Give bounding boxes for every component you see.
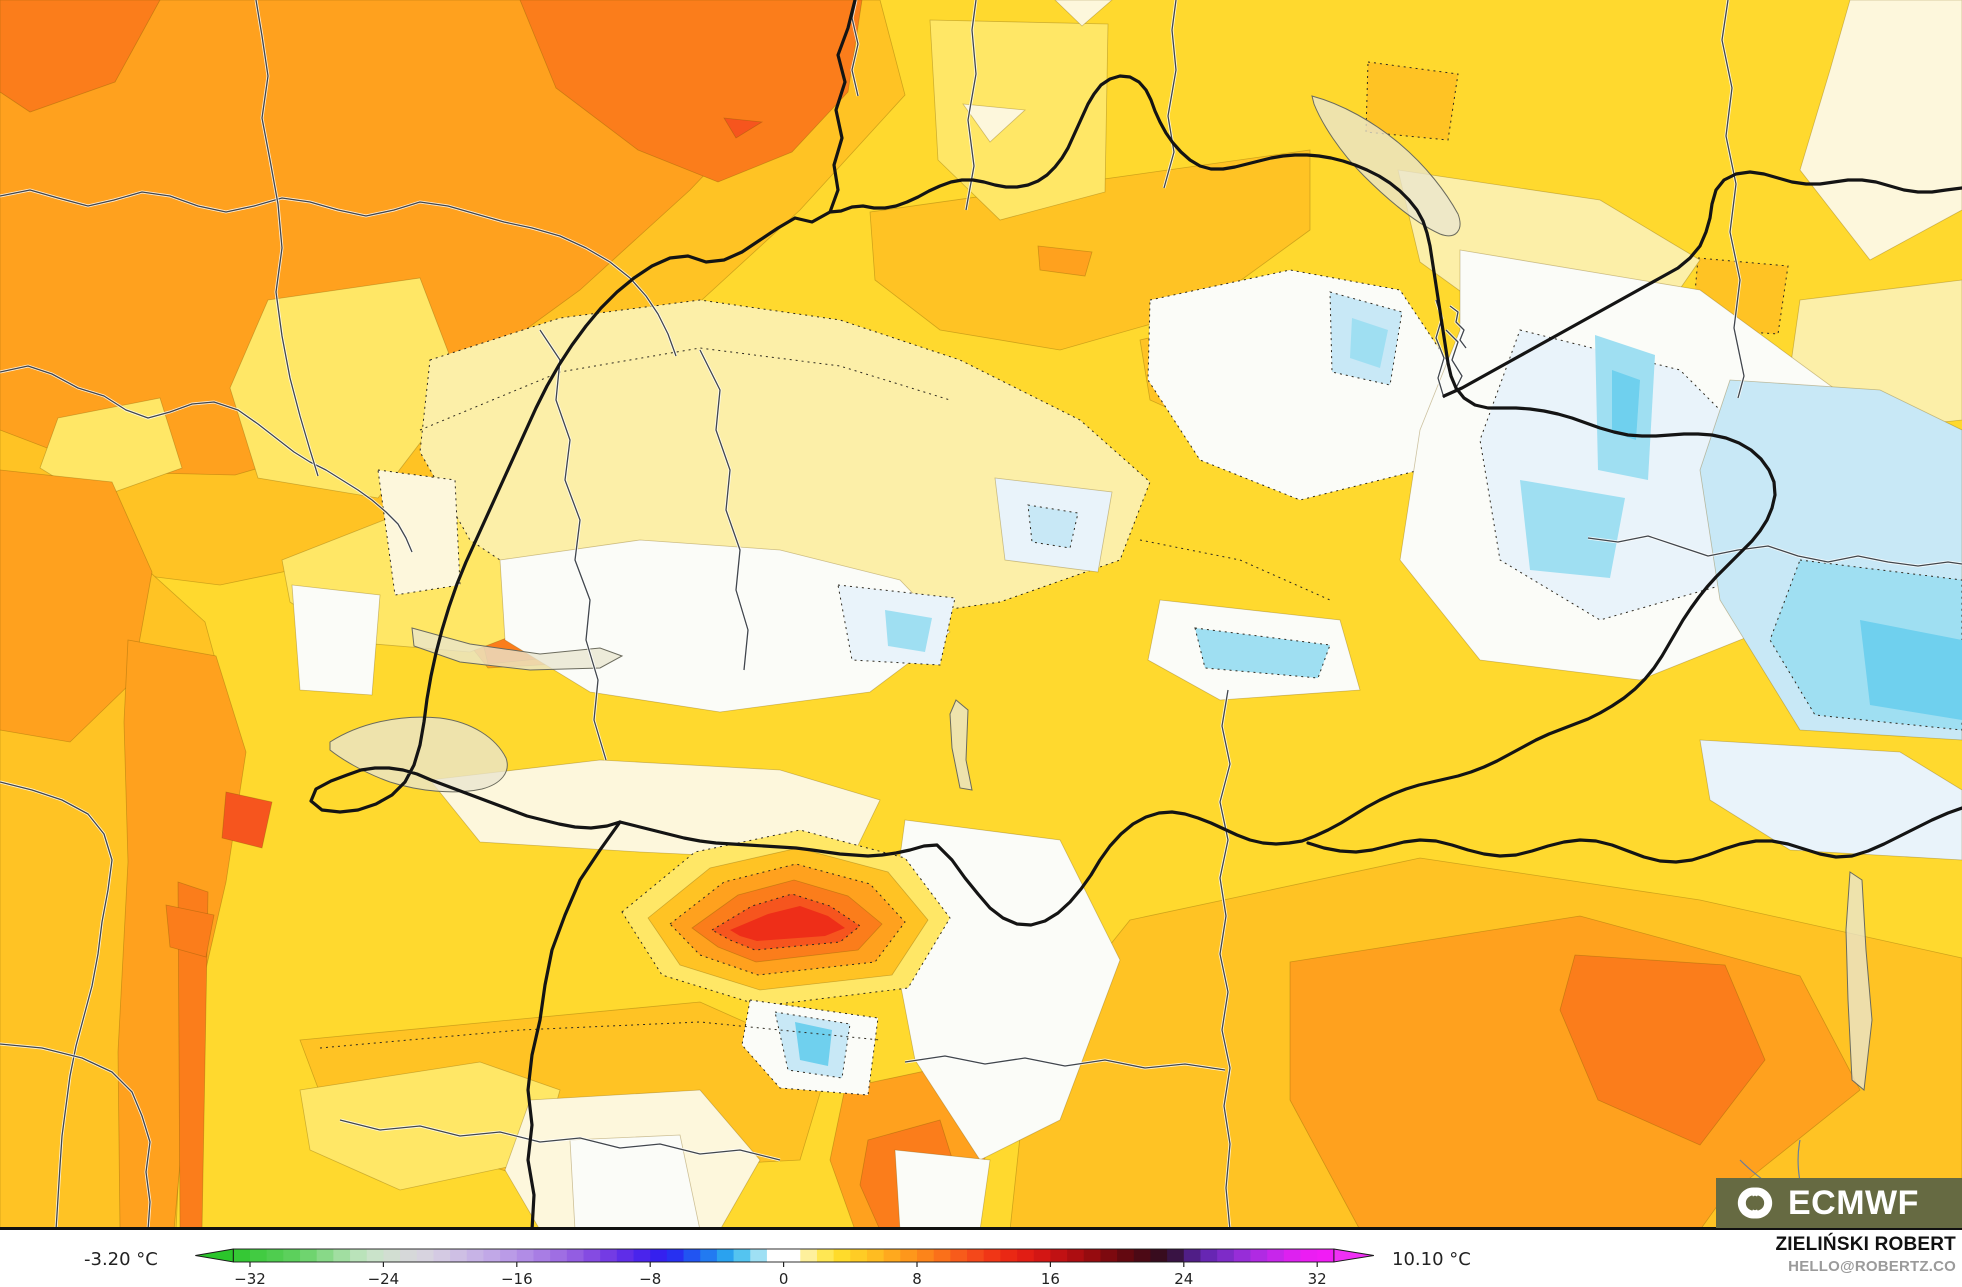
svg-text:−16: −16	[501, 1270, 533, 1287]
valais-warm-hotspot	[621, 829, 951, 1007]
switzerland-border	[309, 0, 1777, 927]
attribution-name: ZIELIŃSKI ROBERT	[1775, 1234, 1956, 1255]
temperature-colorbar: −32 −24 −16 −8 0 8 16 24 32	[195, 1248, 1374, 1287]
national-borders	[309, 0, 1962, 1230]
max-temperature-label: 10.10 °C	[1392, 1249, 1471, 1270]
svg-text:16: 16	[1041, 1270, 1060, 1287]
ecmwf-logo: ECMWF	[1716, 1178, 1962, 1228]
svg-text:−32: −32	[234, 1270, 266, 1287]
temperature-anomaly-map	[0, 0, 1962, 1230]
svg-text:−8: −8	[639, 1270, 661, 1287]
legend-footer: −32 −24 −16 −8 0 8 16 24 32 -3.20 °C 10.10 °C ZI…	[0, 1230, 1962, 1287]
svg-text:8: 8	[912, 1270, 922, 1287]
lake-maggiore	[949, 699, 973, 791]
cool-fill-regions	[291, 0, 1962, 1230]
svg-text:24: 24	[1174, 1270, 1193, 1287]
hotspot-red-core	[730, 906, 845, 941]
italy-austria-border	[1306, 806, 1962, 864]
cold-spot-cyan-core	[795, 1022, 832, 1066]
map-bottom-frame	[0, 1227, 1962, 1230]
germany-austria-border	[1442, 170, 1962, 398]
svg-text:−24: −24	[368, 1270, 400, 1287]
min-temperature-label: -3.20 °C	[84, 1249, 158, 1270]
svg-text:32: 32	[1308, 1270, 1327, 1287]
ecmwf-logo-text: ECMWF	[1788, 1184, 1919, 1222]
lake-constance	[1311, 95, 1461, 237]
france-italy-border	[526, 820, 622, 1230]
svg-text:0: 0	[779, 1270, 789, 1287]
attribution: ZIELIŃSKI ROBERT HELLO@ROBERTZ.CO	[1775, 1234, 1956, 1275]
ecmwf-interlocked-c-globe-icon	[1737, 1187, 1773, 1219]
lake-garda	[1845, 871, 1873, 1091]
south-cold-spot	[741, 999, 879, 1096]
attribution-email: HELLO@ROBERTZ.CO	[1788, 1258, 1956, 1275]
